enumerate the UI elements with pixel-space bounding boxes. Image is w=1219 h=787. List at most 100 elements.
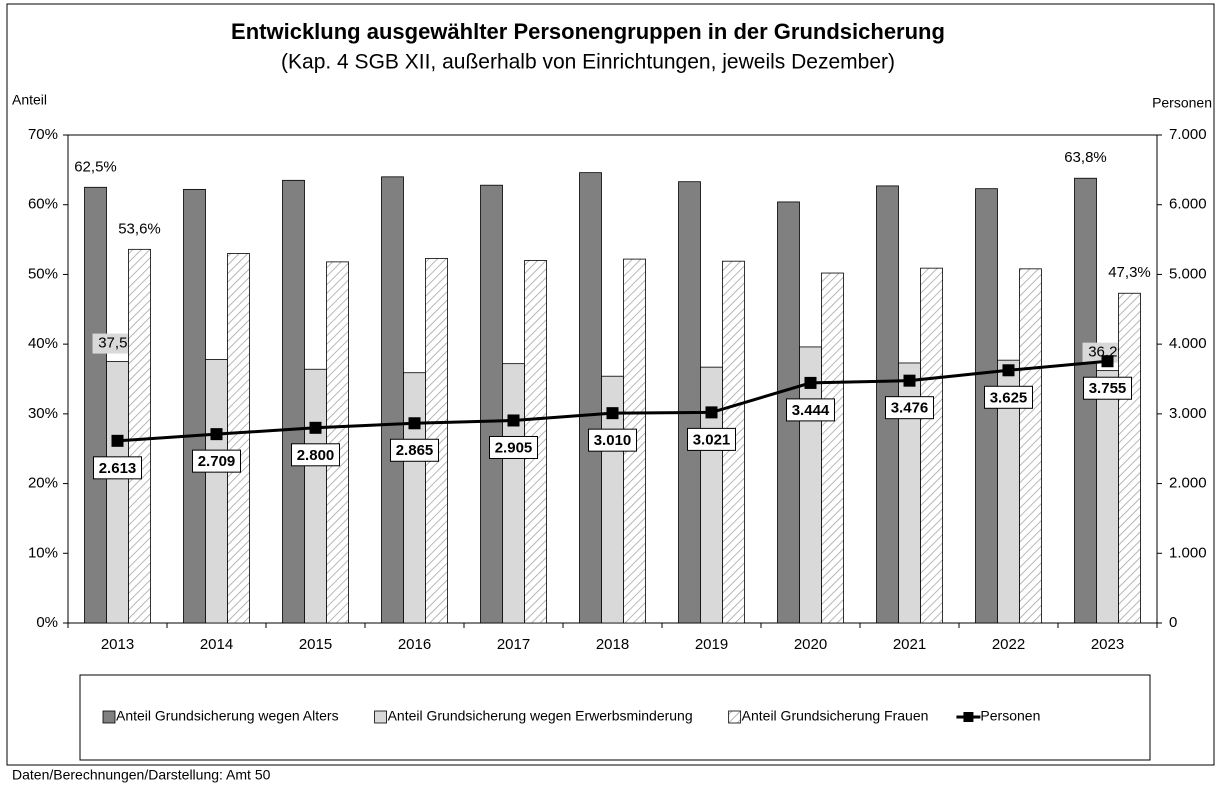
- data-label: 63,8%: [1064, 149, 1107, 166]
- y2-tick-label: 6.000: [1169, 196, 1207, 213]
- data-label-box: [291, 443, 340, 467]
- legend-swatch: [102, 710, 116, 724]
- bar: [1019, 268, 1042, 624]
- legend-label: Personen: [980, 708, 1040, 724]
- legend-swatch-marker: [963, 712, 974, 722]
- y-tick-label: 60%: [28, 196, 58, 213]
- bar: [282, 179, 305, 624]
- bar: [106, 361, 129, 624]
- bar: [1096, 370, 1119, 624]
- bar: [579, 172, 602, 624]
- y-tick-label: 40%: [28, 335, 58, 352]
- y2-tick-label: 2.000: [1169, 475, 1207, 492]
- x-tick-label: 2021: [893, 636, 926, 653]
- legend-label: Anteil Grundsicherung wegen Erwerbsminde…: [388, 708, 693, 724]
- bar: [480, 184, 503, 624]
- y2-tick-label: 7.000: [1169, 126, 1207, 143]
- data-label-box: [1083, 376, 1132, 400]
- bar: [205, 359, 228, 624]
- line-marker: [111, 434, 124, 447]
- x-tick-label: 2014: [200, 636, 233, 653]
- x-tick-label: 2023: [1091, 636, 1124, 653]
- data-label: 3.010: [594, 432, 632, 449]
- data-label-box: [192, 449, 241, 473]
- data-label: 53,6%: [118, 220, 161, 237]
- bar: [1074, 177, 1097, 624]
- bar: [821, 272, 844, 624]
- data-label: 3.625: [990, 389, 1028, 406]
- x-tick-label: 2018: [596, 636, 629, 653]
- legend-label: Anteil Grundsicherung wegen Alters: [116, 708, 339, 724]
- x-tick-label: 2017: [497, 636, 530, 653]
- bar: [920, 267, 943, 624]
- bar: [326, 261, 349, 624]
- line-marker: [1101, 355, 1114, 368]
- data-label-box: [390, 438, 439, 462]
- data-label: 2.865: [396, 442, 434, 459]
- chart-subtitle: (Kap. 4 SGB XII, außerhalb von Einrichtu…: [281, 51, 895, 74]
- data-label: 2.905: [495, 439, 533, 456]
- data-label-box: [489, 435, 538, 459]
- data-label-box: [984, 385, 1033, 409]
- line-marker: [705, 406, 718, 419]
- line-marker: [507, 414, 520, 427]
- bar: [128, 248, 151, 624]
- y2-tick-label: 5.000: [1169, 265, 1207, 282]
- y-tick-label: 0%: [36, 614, 58, 631]
- bar: [381, 176, 404, 624]
- bar: [1118, 292, 1141, 624]
- bar: [502, 363, 525, 624]
- bar: [678, 181, 701, 624]
- x-tick-label: 2016: [398, 636, 431, 653]
- y-tick-label: 10%: [28, 544, 58, 561]
- data-label-box: [687, 427, 736, 451]
- line-marker: [210, 428, 223, 441]
- y-tick-label: 50%: [28, 265, 58, 282]
- bar: [403, 372, 426, 624]
- chart-border: [6, 3, 1215, 766]
- data-label: 2.613: [99, 460, 137, 477]
- data-label: 47,3%: [1108, 264, 1151, 281]
- data-label-box: [93, 456, 142, 480]
- y-tick-label: 70%: [28, 126, 58, 143]
- data-label: 2.709: [198, 453, 236, 470]
- y2-tick-label: 4.000: [1169, 335, 1207, 352]
- bar: [84, 186, 107, 624]
- y-axis-label: Anteil: [12, 92, 47, 108]
- data-label: 62,5%: [74, 158, 117, 175]
- bar: [227, 253, 250, 624]
- y2-axis-label: Personen: [1152, 95, 1212, 111]
- data-label: 2.800: [297, 447, 335, 464]
- x-tick-label: 2015: [299, 636, 332, 653]
- y-tick-label: 20%: [28, 475, 58, 492]
- data-label: 3.755: [1089, 380, 1127, 397]
- footer: Daten/Berechnungen/Darstellung: Amt 50: [12, 767, 271, 783]
- data-label: 3.444: [792, 402, 830, 419]
- x-tick-label: 2019: [695, 636, 728, 653]
- y-tick-label: 30%: [28, 405, 58, 422]
- line-marker: [309, 421, 322, 434]
- line-marker: [804, 376, 817, 389]
- legend-label: Anteil Grundsicherung Frauen: [742, 708, 929, 724]
- line-marker: [606, 407, 619, 420]
- legend-swatch: [728, 710, 742, 724]
- legend-swatch: [374, 710, 387, 724]
- x-tick-label: 2013: [101, 636, 134, 653]
- bar: [304, 368, 327, 624]
- y2-tick-label: 0: [1169, 614, 1177, 631]
- data-label: 3.476: [891, 400, 929, 417]
- bar: [183, 188, 206, 624]
- y2-tick-label: 1.000: [1169, 544, 1207, 561]
- line-marker: [1002, 364, 1015, 377]
- bar: [700, 366, 723, 624]
- x-tick-label: 2020: [794, 636, 827, 653]
- line-marker: [408, 417, 421, 430]
- x-tick-label: 2022: [992, 636, 1025, 653]
- chart-title: Entwicklung ausgewählter Personengruppen…: [231, 19, 945, 44]
- data-label-box: [786, 398, 835, 422]
- data-label: 3.021: [693, 431, 731, 448]
- data-label-box: [885, 396, 934, 420]
- data-label-box: [588, 428, 637, 452]
